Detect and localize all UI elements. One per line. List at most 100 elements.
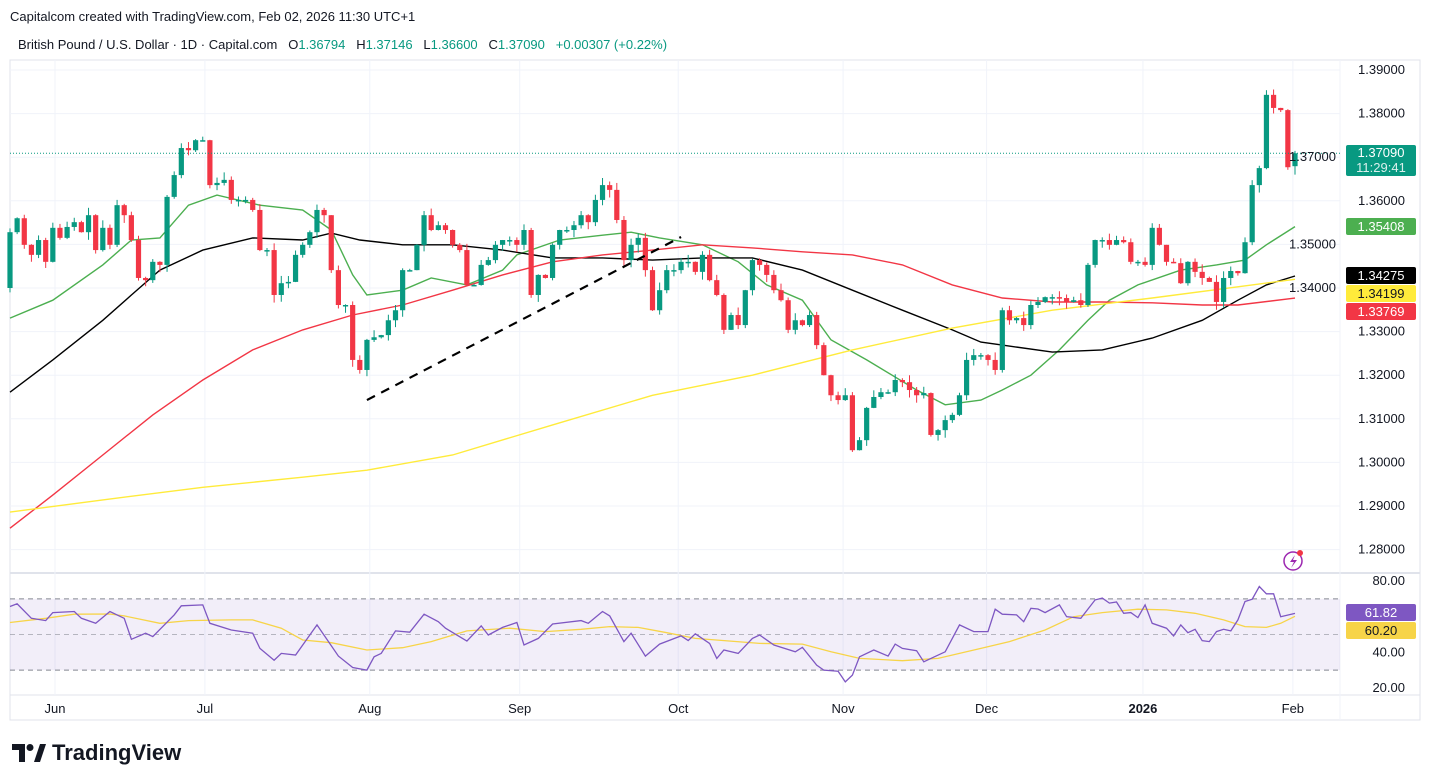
price-tick-label: 1.31000 xyxy=(1358,411,1405,426)
candle xyxy=(492,241,499,264)
candle xyxy=(821,342,827,376)
candle xyxy=(507,236,513,246)
close-value: 1.37090 xyxy=(497,37,545,52)
lightning-icon-bolt xyxy=(1290,555,1297,568)
rsi-panel xyxy=(9,585,1340,683)
candle-body xyxy=(235,199,242,202)
candle xyxy=(471,283,477,287)
candle xyxy=(200,136,206,142)
symbol-title[interactable]: British Pound / U.S. Dollar · 1D · Capit… xyxy=(18,37,278,52)
candle xyxy=(71,217,77,231)
candle-body xyxy=(228,179,234,200)
candle xyxy=(978,352,984,360)
candle-body xyxy=(407,270,413,272)
candle-body xyxy=(542,274,549,278)
candle xyxy=(421,210,427,252)
candle xyxy=(1135,259,1141,266)
candle xyxy=(856,437,863,451)
candle-body xyxy=(621,219,627,261)
candle xyxy=(335,265,341,309)
candle xyxy=(664,265,670,294)
chart-frame xyxy=(9,59,1421,721)
candle-body xyxy=(471,284,477,287)
candle-body xyxy=(1121,240,1127,243)
candle xyxy=(57,223,63,240)
candle-body xyxy=(756,260,763,265)
candle-body xyxy=(707,254,713,281)
candle-body xyxy=(749,260,756,291)
candle xyxy=(999,307,1005,373)
moving-average-line xyxy=(9,232,1296,393)
candle-body xyxy=(1063,298,1070,302)
candle xyxy=(435,221,441,231)
time-tick-label: Oct xyxy=(668,701,689,716)
ma-yellow-label: 1.34199 xyxy=(1346,285,1416,302)
candle xyxy=(64,221,70,240)
candle xyxy=(699,251,706,280)
time-tick-label: Jun xyxy=(44,701,65,716)
candle-body xyxy=(285,281,292,284)
candle-body xyxy=(599,185,606,200)
candle-body xyxy=(1278,107,1284,111)
candle-body xyxy=(185,148,192,151)
tradingview-logo[interactable]: TradingView xyxy=(12,740,181,766)
candle xyxy=(885,389,891,395)
lightning-icon[interactable] xyxy=(1283,550,1303,571)
moving-average-line xyxy=(9,278,1296,513)
candle-body xyxy=(578,215,584,226)
candle-body xyxy=(78,222,84,233)
candle-body xyxy=(1256,168,1262,186)
candle xyxy=(1028,300,1034,330)
candle xyxy=(1092,239,1098,268)
candle-body xyxy=(828,375,834,396)
candle xyxy=(528,227,534,298)
candle-body xyxy=(450,230,456,245)
candle xyxy=(128,211,134,242)
candle xyxy=(400,268,406,317)
candle-body xyxy=(507,240,513,242)
candle xyxy=(143,276,149,287)
candle-body xyxy=(1149,227,1155,265)
candle-body xyxy=(164,196,170,265)
rsi-value-label: 61.82 xyxy=(1346,604,1416,621)
candle-body xyxy=(371,337,377,340)
candle-body xyxy=(1071,300,1077,302)
candle xyxy=(442,223,449,234)
candle-body xyxy=(300,244,306,255)
candle-body xyxy=(193,140,199,151)
candle xyxy=(778,283,784,302)
symbol-legend: British Pound / U.S. Dollar · 1D · Capit… xyxy=(18,37,667,52)
candle xyxy=(271,243,277,303)
candle xyxy=(1113,235,1120,246)
candle-body xyxy=(1206,277,1212,282)
candle xyxy=(1128,238,1134,265)
candle xyxy=(685,254,691,268)
candle xyxy=(514,237,520,253)
candle xyxy=(1206,276,1212,282)
candle-body xyxy=(114,205,120,245)
candle-body xyxy=(949,414,955,421)
candle xyxy=(642,232,648,277)
candle xyxy=(749,258,756,296)
candle xyxy=(657,282,663,315)
candle xyxy=(828,374,834,402)
candle-body xyxy=(85,215,92,233)
candle-body xyxy=(649,270,656,311)
candle-body xyxy=(1056,297,1063,299)
candle-body xyxy=(985,355,991,360)
candle-body xyxy=(678,261,684,271)
time-tick-label: Sep xyxy=(508,701,531,716)
candle xyxy=(1013,317,1020,324)
candle xyxy=(607,181,613,198)
candle xyxy=(307,230,313,248)
candle-body xyxy=(692,261,698,272)
candle xyxy=(1213,275,1220,310)
candle-body xyxy=(835,395,841,401)
candle xyxy=(1171,258,1177,264)
candle xyxy=(864,406,870,446)
candle xyxy=(114,199,120,248)
candle xyxy=(1256,165,1262,193)
candle xyxy=(193,139,199,152)
candle-body xyxy=(321,209,327,216)
